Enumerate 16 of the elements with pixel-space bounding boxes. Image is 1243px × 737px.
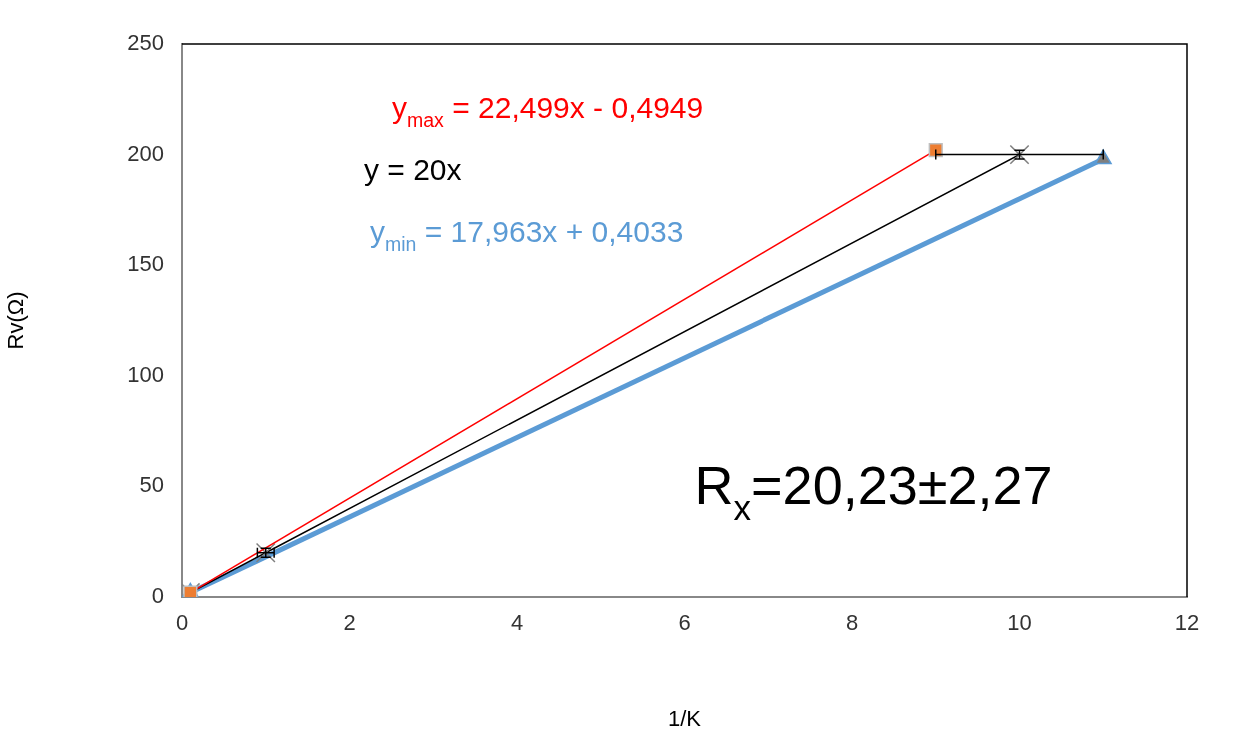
x-tick-label: 8 (845, 610, 859, 636)
y-tick-label: 150 (127, 251, 164, 277)
x-tick-label: 6 (678, 610, 691, 636)
y-tick-label: 0 (151, 583, 164, 609)
text: y = 20x (364, 153, 462, 186)
x-tick-label: 0 (175, 610, 189, 636)
y-tick-label: 50 (139, 472, 164, 498)
x-tick-label: 12 (1174, 610, 1200, 636)
y-tick-label: 200 (127, 140, 164, 166)
x-tick-label: 10 (1007, 610, 1032, 636)
x-tick-label: 4 (510, 610, 524, 636)
y-tick-label: 250 (127, 30, 164, 56)
x-tick-label: 2 (343, 610, 356, 636)
x-axis-title: 1/K (667, 705, 702, 731)
y-tick-label: 100 (127, 361, 164, 387)
y-axis-title: Rv(Ω) (3, 291, 29, 350)
